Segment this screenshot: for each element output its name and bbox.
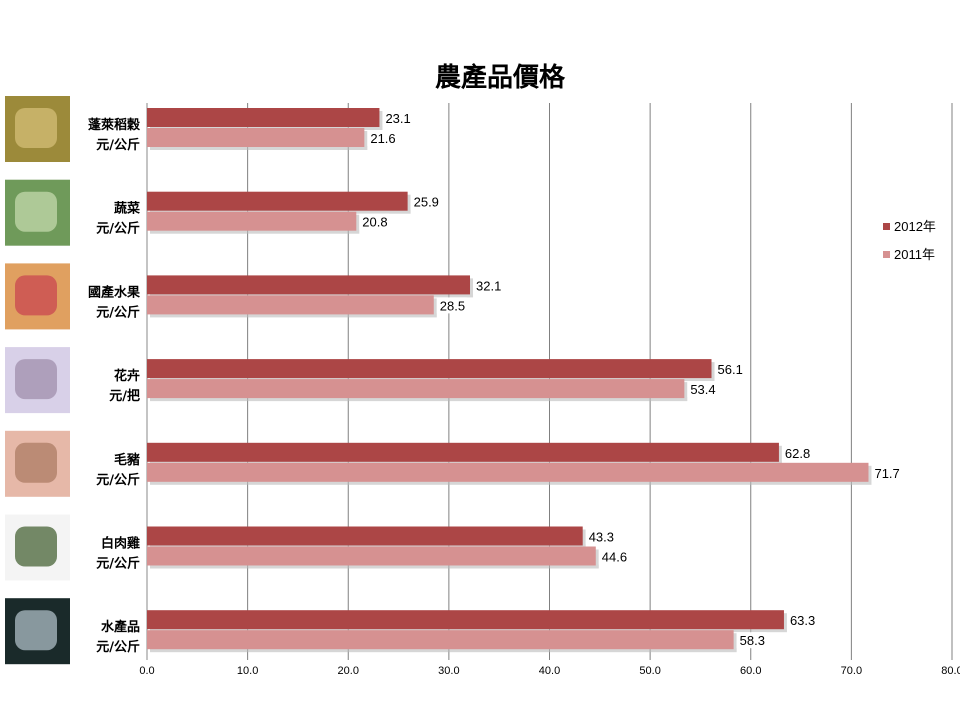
data-label-bg: [410, 193, 441, 210]
category-unit: 元/公斤: [96, 137, 140, 153]
bar-2011: [147, 295, 434, 315]
category-label: 國產水果: [88, 284, 140, 300]
data-label-bg: [598, 548, 629, 565]
chart-title: 農產品價格: [435, 62, 566, 93]
data-label-bg: [382, 110, 413, 126]
chicken-photo-detail: [15, 526, 57, 567]
category-label: 花卉: [114, 368, 140, 384]
data-label: 21.6: [370, 131, 395, 146]
bar-2012: [147, 442, 779, 462]
data-label-bg: [687, 381, 718, 398]
category-unit: 元/把: [109, 388, 140, 404]
data-label: 20.8: [362, 215, 387, 230]
x-tick-label: 70.0: [841, 665, 862, 677]
x-tick-label: 60.0: [740, 665, 761, 677]
rice-photo-detail: [15, 108, 57, 148]
data-label: 28.5: [440, 298, 465, 313]
data-label: 23.1: [385, 111, 410, 126]
data-label: 63.3: [790, 613, 815, 628]
fish-photo-detail: [15, 610, 57, 651]
bar-2012: [147, 108, 380, 127]
x-tick-label: 30.0: [438, 665, 459, 677]
x-tick-label: 0.0: [139, 665, 154, 677]
bar-2011: [147, 379, 685, 399]
fruit-photo-detail: [15, 275, 57, 316]
bar-2012: [147, 610, 784, 630]
data-label: 62.8: [785, 446, 810, 461]
category-label: 白肉雞: [101, 536, 140, 552]
bar-2011: [147, 546, 596, 566]
data-label: 25.9: [414, 195, 439, 210]
data-label-bg: [436, 297, 467, 314]
legend-swatch: [883, 223, 890, 230]
x-tick-label: 20.0: [338, 665, 359, 677]
x-tick-label: 80.0: [941, 665, 960, 677]
data-label: 43.3: [589, 530, 614, 545]
bar-2012: [147, 191, 408, 211]
data-label-bg: [871, 464, 902, 481]
data-label-bg: [473, 277, 504, 294]
data-label: 32.1: [476, 278, 501, 293]
data-label: 56.1: [718, 362, 743, 377]
category-unit: 元/公斤: [96, 556, 140, 572]
category-label: 蔬菜: [114, 201, 140, 217]
bar-2012: [147, 275, 471, 295]
data-label-bg: [367, 130, 398, 146]
legend-swatch: [883, 251, 890, 258]
orchid-photo-detail: [15, 359, 57, 400]
pig-photo-detail: [15, 442, 57, 483]
bar-2011: [147, 211, 357, 231]
legend-label: 2011年: [894, 247, 935, 262]
category-label: 水產品: [101, 619, 140, 635]
data-label-bg: [714, 361, 745, 378]
bar-2011: [147, 128, 365, 147]
x-tick-label: 10.0: [237, 665, 258, 677]
category-unit: 元/公斤: [96, 304, 140, 320]
category-unit: 元/公斤: [96, 639, 140, 655]
category-label: 蓬萊稻穀: [88, 117, 141, 133]
x-tick-label: 40.0: [539, 665, 560, 677]
bar-2011: [147, 630, 734, 650]
data-label: 71.7: [874, 466, 899, 481]
bar-2011: [147, 462, 869, 482]
data-label: 58.3: [740, 633, 765, 648]
data-label-bg: [786, 612, 817, 629]
data-label-bg: [781, 444, 812, 461]
category-label: 毛豬: [114, 452, 140, 468]
legend-label: 2012年: [894, 219, 936, 234]
bar-2012: [147, 526, 583, 546]
x-tick-label: 50.0: [639, 665, 660, 677]
data-label: 53.4: [690, 382, 715, 397]
data-label-bg: [736, 632, 767, 649]
cabbage-photo-detail: [15, 191, 57, 232]
data-label-bg: [359, 213, 390, 230]
category-unit: 元/公斤: [96, 472, 140, 488]
data-label-bg: [585, 528, 616, 545]
bar-2012: [147, 359, 712, 379]
data-label: 44.6: [602, 550, 627, 565]
category-unit: 元/公斤: [96, 221, 140, 237]
